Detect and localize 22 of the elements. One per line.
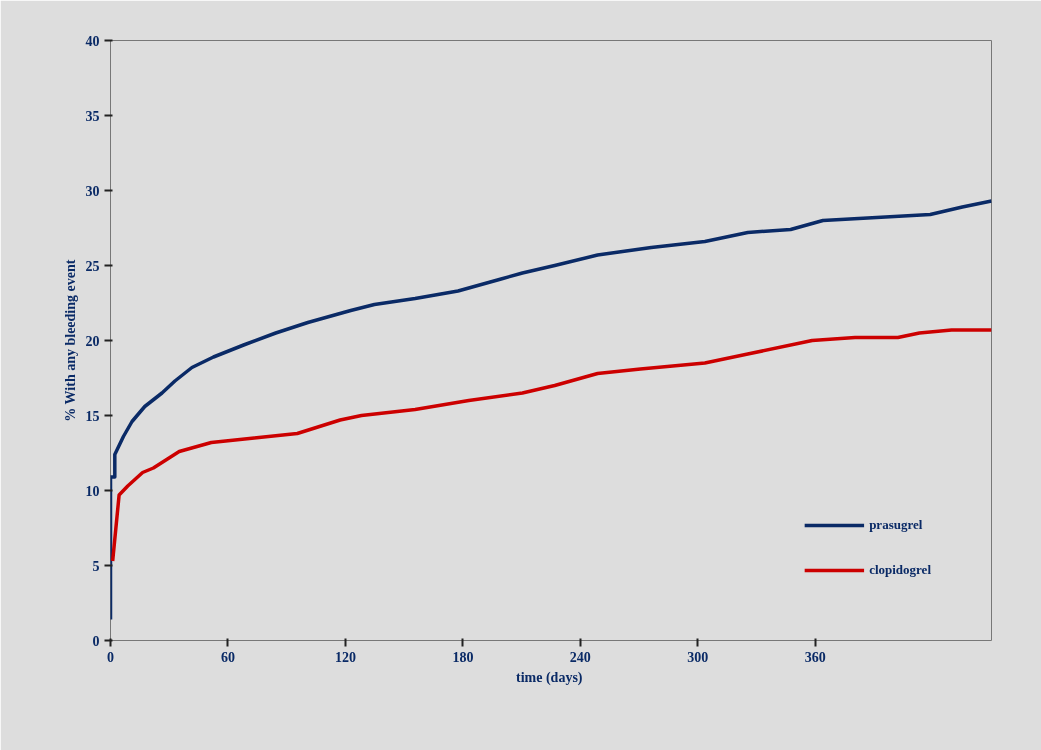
x-tick-label: 0: [107, 649, 114, 665]
y-axis-title: % With any bleeding event: [62, 259, 78, 422]
y-tick-label: 40: [85, 33, 100, 49]
y-tick-label: 5: [92, 558, 100, 574]
x-tick-label: 180: [452, 649, 474, 665]
x-axis-title: time (days): [516, 669, 583, 686]
legend-label: clopidogrel: [869, 562, 931, 578]
line-series: [110, 328, 992, 563]
y-tick-label: 15: [85, 408, 100, 424]
y-tick-label: 0: [92, 633, 100, 649]
x-tick-label: 240: [569, 649, 591, 665]
y-tick-label: 25: [85, 258, 100, 274]
x-tick-label: 120: [334, 649, 356, 665]
legend-label: prasugrel: [869, 517, 923, 533]
line-series: [110, 199, 992, 622]
x-tick-label: 360: [804, 649, 826, 665]
y-tick-label: 20: [85, 333, 100, 349]
y-tick-label: 35: [85, 108, 100, 124]
x-tick-label: 60: [220, 649, 235, 665]
x-tick-label: 300: [687, 649, 709, 665]
y-tick-label: 10: [85, 483, 100, 499]
y-tick-label: 30: [85, 183, 100, 199]
